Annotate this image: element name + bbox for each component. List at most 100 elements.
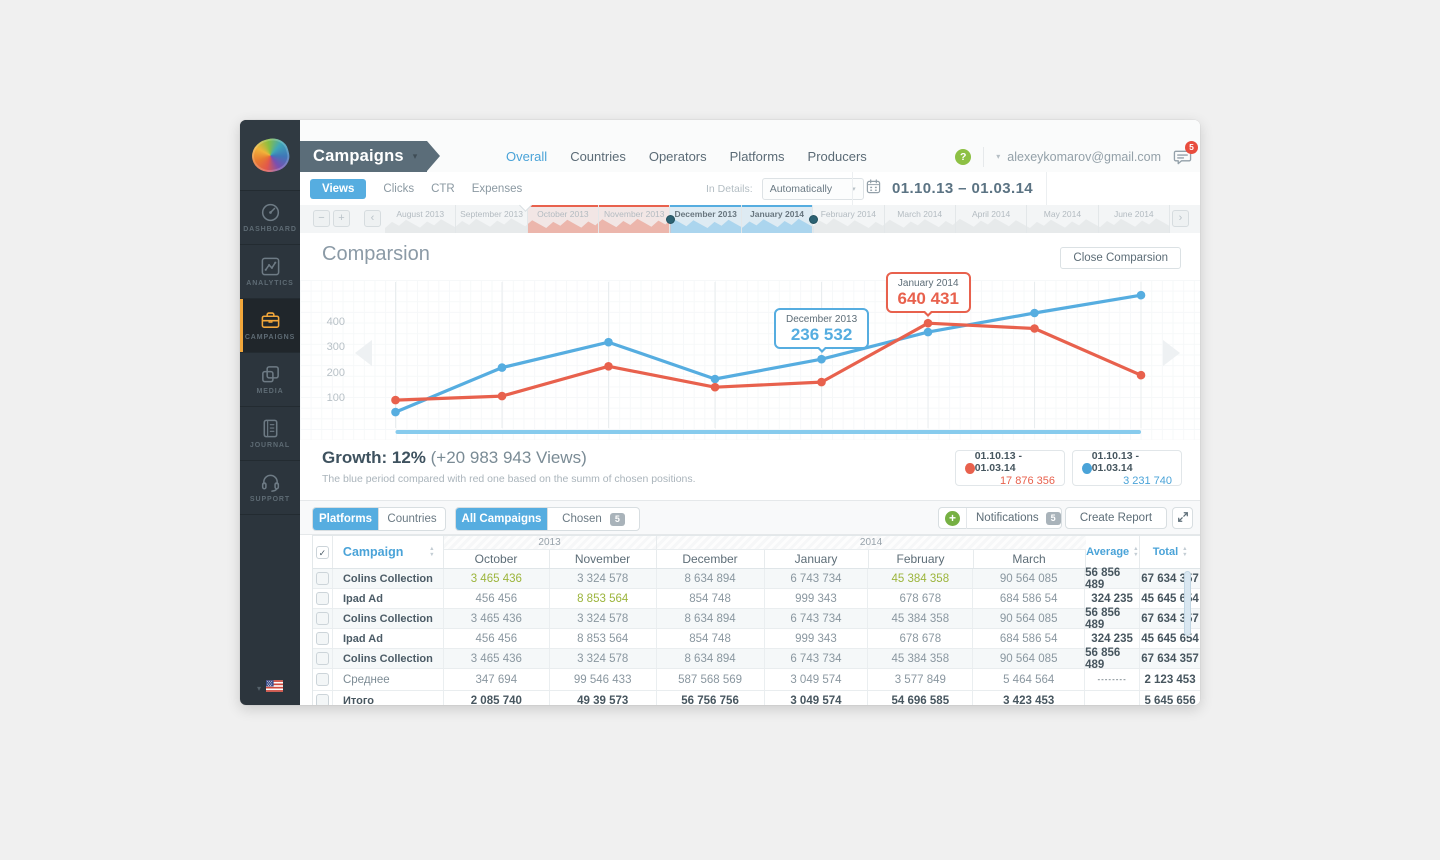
filter-chosen[interactable]: Chosen 5 <box>548 508 639 530</box>
table-row[interactable]: Ipad Ad 456 456 8 853 564 854 748 999 343 678… <box>313 589 1200 609</box>
chart-next-icon[interactable] <box>1163 340 1180 366</box>
campaign-name: Итого <box>333 691 444 705</box>
legend-card[interactable]: 01.10.13 - 01.03.14 17 876 356 <box>955 450 1065 487</box>
growth-summary: Growth: 12% (+20 983 943 Views) The blue… <box>322 448 696 485</box>
row-checkbox[interactable] <box>315 673 329 686</box>
metric-ctr[interactable]: CTR <box>431 182 455 195</box>
in-details-select[interactable]: Automatically ▾ <box>761 177 864 200</box>
timeline-month[interactable]: December 2013 <box>670 205 742 233</box>
filter-all-campaigns[interactable]: All Campaigns <box>456 508 548 530</box>
sidebar-item-label: DASHBOARD <box>243 226 297 233</box>
timeline-month[interactable]: October 2013 <box>528 205 600 233</box>
table-row[interactable]: Colins Collection 3 465 436 3 324 578 8 634… <box>313 567 1200 591</box>
row-checkbox[interactable] <box>315 694 329 705</box>
user-email[interactable]: alexeykomarov@gmail.com <box>1007 149 1161 164</box>
sidebar-item-support[interactable]: SUPPORT <box>240 461 300 515</box>
expand-icon <box>1177 511 1189 526</box>
zoom-in-button[interactable]: + <box>333 210 350 227</box>
row-checkbox[interactable] <box>315 592 329 605</box>
tab-producers[interactable]: Producers <box>807 149 867 164</box>
timeline-month[interactable]: March 2014 <box>885 205 956 233</box>
legend-card[interactable]: 01.10.13 - 01.03.14 3 231 740 <box>1072 450 1182 487</box>
date-range-picker[interactable]: 01.10.13 – 01.03.14 <box>852 172 1048 205</box>
add-notification-icon[interactable]: + <box>945 510 960 526</box>
sidebar-item-analytics[interactable]: ANALYTICS <box>240 245 300 299</box>
page-title-banner[interactable]: Campaigns ▾ <box>300 141 441 172</box>
table-row[interactable]: Итого 2 085 740 49 39 573 56 756 756 3 049 5… <box>313 691 1200 705</box>
sidebar-item-campaigns[interactable]: CAMPAIGNS <box>240 299 300 353</box>
chevron-down-icon[interactable]: ▾ <box>996 152 1001 161</box>
filter-countries[interactable]: Countries <box>379 508 445 530</box>
metric-expenses[interactable]: Expenses <box>471 182 523 195</box>
notifications-label: Notifications <box>976 512 1039 524</box>
in-details-group: In Details: Automatically ▾ <box>706 172 864 205</box>
select-all-checkbox[interactable]: ✓ <box>315 545 329 559</box>
tab-platforms[interactable]: Platforms <box>729 149 785 164</box>
table-row[interactable]: Colins Collection 3 465 436 3 324 578 8 634… <box>313 607 1200 631</box>
timeline-month[interactable]: September 2013 <box>456 205 528 233</box>
campaign-header[interactable]: Campaign ▲ ▼ <box>333 536 444 568</box>
messages-badge: 5 <box>1185 140 1198 154</box>
scroll-left-button[interactable]: ‹ <box>364 210 381 227</box>
language-switcher[interactable]: ▾ <box>240 679 300 697</box>
messages-button[interactable]: 5 <box>1173 140 1198 167</box>
help-icon[interactable]: ? <box>955 148 972 165</box>
chart-y-tick: 100 <box>326 392 345 405</box>
create-report-button[interactable]: Create Report <box>1065 507 1167 529</box>
table-scrollbar[interactable] <box>1184 571 1191 636</box>
metric-views[interactable]: Views <box>310 178 367 199</box>
close-comparison-button[interactable]: Close Comparsion <box>1060 247 1181 269</box>
table-header: ✓ Campaign ▲ ▼ 2013 2014 October November Decemb… <box>313 536 1200 569</box>
timeline-handle[interactable] <box>808 215 818 224</box>
table-row[interactable]: Ipad Ad 456 456 8 853 564 854 748 999 343 678… <box>313 629 1200 649</box>
month-value: 3 324 578 <box>550 649 657 668</box>
notifications-button[interactable]: + Notifications 5 <box>938 507 1062 529</box>
chart-y-tick: 300 <box>326 341 345 354</box>
sidebar-item-label: MEDIA <box>256 388 284 395</box>
total-header[interactable]: Total ▲ ▼ <box>1140 536 1200 568</box>
table-row[interactable]: Colins Collection 3 465 436 3 324 578 8 634… <box>313 647 1200 671</box>
timeline-month[interactable]: January 2014 <box>742 205 814 233</box>
timeline-month[interactable]: April 2014 <box>956 205 1028 233</box>
scroll-right-button[interactable]: › <box>1172 210 1189 227</box>
timeline-month[interactable]: November 2013 <box>599 205 671 233</box>
timeline-month[interactable]: February 2014 <box>813 205 885 233</box>
filter-toolbar: Platforms Countries All Campaigns Chosen 5 … <box>300 500 1200 535</box>
row-checkbox[interactable] <box>315 572 329 585</box>
sidebar-item-dashboard[interactable]: DASHBOARD <box>240 191 300 245</box>
chart-legend: 01.10.13 - 01.03.14 17 876 356 01.10.13 - … <box>955 450 1182 487</box>
timeline-handle[interactable] <box>665 215 675 224</box>
row-checkbox[interactable] <box>315 632 329 645</box>
month-header: October <box>444 549 550 568</box>
filter-platforms[interactable]: Platforms <box>313 508 379 530</box>
zoom-out-button[interactable]: − <box>313 210 330 227</box>
select-all-cell: ✓ <box>313 536 333 568</box>
fullscreen-button[interactable] <box>1172 507 1193 529</box>
row-checkbox-cell <box>313 589 333 608</box>
timeline-months: August 2013 September 2013 October 2013 Nov… <box>385 205 1170 233</box>
total-value: 5 645 656 <box>1144 694 1196 706</box>
timeline-month[interactable]: May 2014 <box>1027 205 1099 233</box>
sort-arrows-icon: ▲ ▼ <box>1133 546 1139 558</box>
month-value: 3 324 578 <box>550 609 657 628</box>
timeline-month[interactable]: August 2013 <box>385 205 457 233</box>
average-header[interactable]: Average ▲ ▼ <box>1086 536 1141 568</box>
metric-switch: Views Clicks CTR Expenses <box>310 172 522 205</box>
timeline-month[interactable]: June 2014 <box>1099 205 1170 233</box>
app-logo[interactable] <box>240 120 300 191</box>
sidebar-item-label: SUPPORT <box>249 496 291 503</box>
row-checkbox[interactable] <box>315 652 329 665</box>
sidebar-item-journal[interactable]: JOURNAL <box>240 407 300 461</box>
table-row[interactable]: Среднее 347 694 99 546 433 587 568 569 3 049… <box>313 669 1200 691</box>
sidebar-item-media[interactable]: MEDIA <box>240 353 300 407</box>
tab-countries[interactable]: Countries <box>570 149 626 164</box>
row-checkbox[interactable] <box>315 612 329 625</box>
app-window: DASHBOARD ANALYTICS CAMPAIGNS MEDIA JOURNAL S… <box>240 120 1200 705</box>
tab-overall[interactable]: Overall <box>506 149 548 164</box>
chart-prev-icon[interactable] <box>355 340 372 366</box>
month-header: March <box>974 549 1086 568</box>
divider <box>966 507 967 529</box>
us-flag-icon <box>266 679 283 697</box>
tab-operators[interactable]: Operators <box>648 149 707 164</box>
metric-clicks[interactable]: Clicks <box>383 182 415 195</box>
